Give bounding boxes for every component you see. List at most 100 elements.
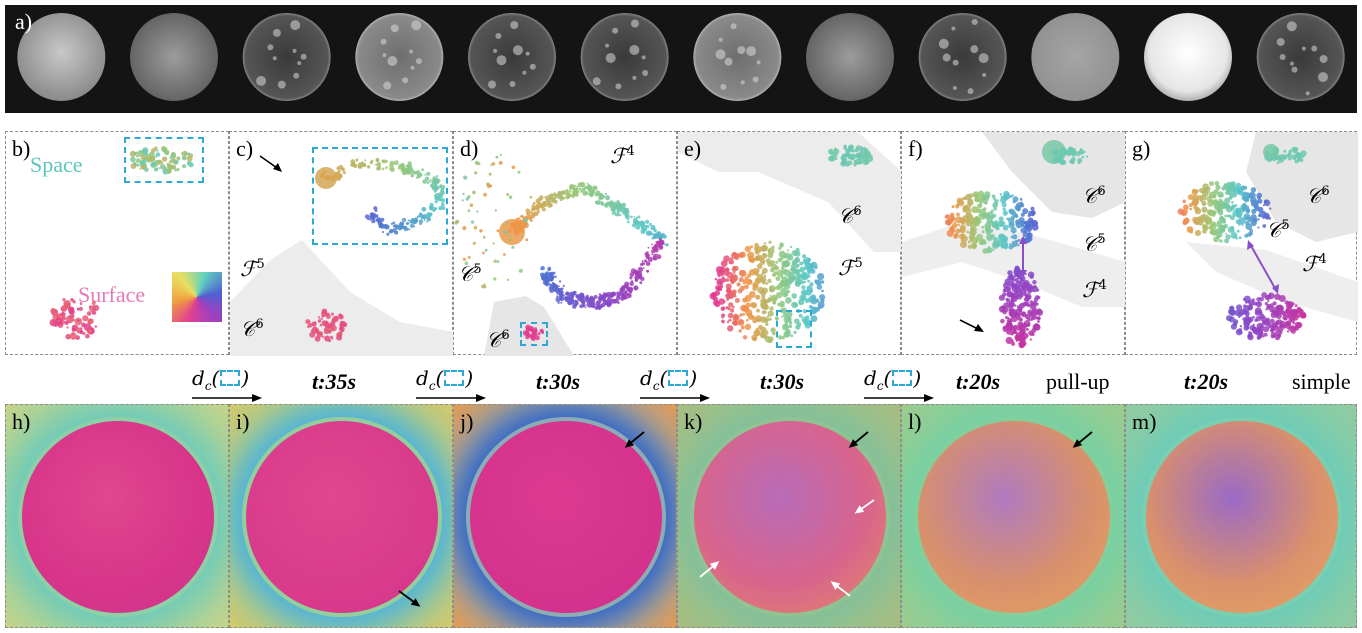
surface-point	[801, 261, 804, 264]
space-point	[1058, 158, 1062, 162]
space-point	[505, 222, 508, 225]
space-point	[423, 219, 426, 222]
surface-point	[992, 213, 997, 218]
surface-point	[730, 280, 735, 285]
surface-point	[1278, 304, 1282, 308]
surface-point	[1023, 338, 1026, 342]
space-point	[139, 167, 142, 170]
space-point	[557, 301, 560, 304]
space-point	[517, 170, 521, 174]
space-point	[334, 171, 338, 175]
surface-point	[1214, 181, 1220, 186]
surface-point	[803, 280, 807, 284]
surface-point	[1266, 303, 1271, 309]
surface-point	[1224, 238, 1230, 244]
space-point	[529, 216, 532, 220]
space-point	[373, 206, 378, 211]
surface-point	[305, 319, 311, 325]
sun-disk	[918, 421, 1110, 613]
space-point	[158, 167, 161, 169]
surface-point	[947, 214, 955, 222]
space-point	[576, 185, 579, 188]
space-point	[424, 173, 427, 176]
surface-point	[1012, 231, 1015, 234]
surface-point	[794, 250, 801, 257]
surface-point	[716, 287, 721, 291]
space-point	[843, 144, 847, 149]
surface-point	[801, 254, 807, 259]
surface-point	[993, 237, 999, 243]
space-point	[855, 145, 862, 151]
space-point	[651, 243, 653, 246]
surface-point	[993, 207, 997, 211]
space-point	[513, 230, 517, 234]
space-point	[547, 268, 551, 272]
space-point	[392, 221, 396, 225]
space-point	[462, 257, 466, 261]
surface-point	[330, 312, 334, 316]
surface-point	[1224, 232, 1227, 235]
space-point	[565, 292, 569, 295]
panel-f-regions	[902, 132, 1126, 349]
space-point	[846, 151, 850, 155]
space-point	[602, 292, 605, 295]
surface-point	[768, 240, 772, 244]
space-point	[174, 168, 178, 172]
region-c6-label-e: 𝒞6	[838, 204, 862, 228]
space-point	[541, 207, 546, 212]
space-point	[169, 165, 175, 170]
surface-point	[756, 273, 764, 281]
surface-point	[991, 234, 995, 238]
space-point	[845, 162, 850, 167]
surface-point	[994, 240, 1001, 248]
space-point	[582, 182, 585, 186]
space-point	[658, 231, 661, 234]
space-point	[865, 160, 868, 163]
surface-point	[807, 279, 810, 283]
surface-point	[745, 318, 749, 322]
space-label: Space	[30, 152, 83, 177]
space-point	[646, 269, 649, 273]
space-point	[574, 293, 577, 296]
space-point	[1288, 149, 1293, 154]
space-point	[657, 242, 660, 245]
space-point	[366, 217, 370, 220]
space-point	[416, 174, 421, 179]
space-point	[637, 266, 644, 273]
space-point	[462, 192, 465, 196]
space-point	[1081, 155, 1085, 159]
surface-point	[777, 335, 783, 340]
surface-point	[755, 249, 758, 252]
surface-point	[65, 333, 71, 340]
space-point	[828, 155, 834, 162]
surface-point	[1239, 325, 1243, 328]
space-point	[629, 281, 634, 286]
region-f4-label-f: ℱ4	[1082, 278, 1107, 302]
space-point	[549, 278, 553, 282]
surface-point	[1252, 326, 1257, 331]
space-point	[606, 300, 610, 303]
surface-point	[1213, 239, 1217, 242]
space-point	[640, 228, 646, 234]
space-point	[392, 162, 395, 165]
panel-d-regions	[454, 153, 669, 356]
panel-m-label: m)	[1132, 409, 1157, 434]
space-point	[1292, 150, 1296, 154]
space-point	[554, 275, 557, 279]
surface-point	[1006, 320, 1013, 327]
surface-point	[1232, 229, 1235, 232]
surface-point	[752, 318, 758, 324]
sun-images-svg: a)	[15, 9, 1345, 101]
surface-point	[1297, 314, 1301, 318]
space-point	[181, 155, 187, 161]
surface-point	[61, 308, 64, 311]
surface-point	[1262, 326, 1270, 333]
space-point	[498, 160, 503, 165]
space-point	[649, 222, 652, 226]
surface-point	[344, 322, 348, 326]
space-point	[380, 223, 386, 229]
region-f5-label-e: ℱ5	[838, 256, 863, 280]
space-point	[375, 157, 380, 162]
surface-point	[1233, 187, 1238, 192]
surface-point	[752, 315, 755, 318]
